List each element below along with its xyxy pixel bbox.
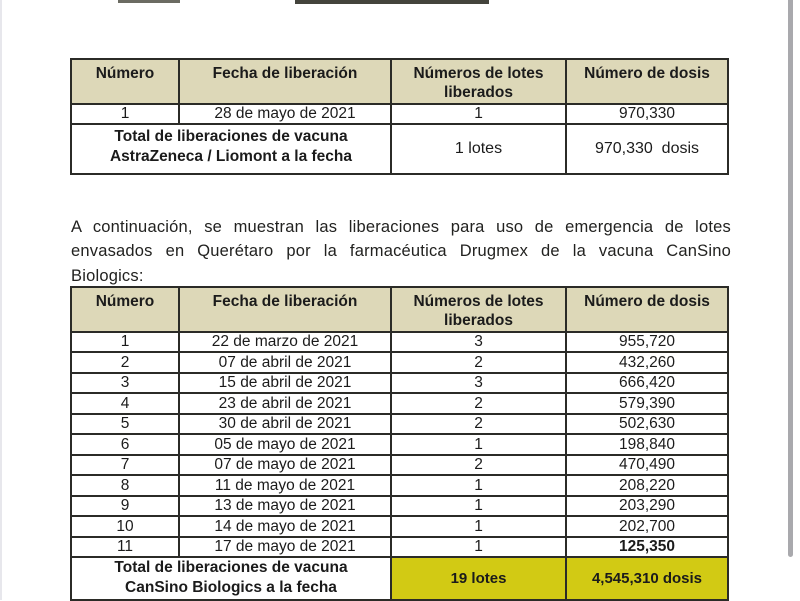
cell-fecha: 23 de abril de 2021 [178, 392, 392, 415]
cell-dosis: 198,840 [565, 433, 729, 456]
cell-lotes: 1 [390, 535, 567, 559]
total-label-line2: AstraZeneca / Liomont a la fecha [109, 147, 353, 165]
cell-fecha: 15 de abril de 2021 [178, 371, 392, 395]
cell-numero: 10 [70, 515, 180, 538]
cell-numero: 9 [70, 494, 180, 518]
cell-lotes: 1 [390, 433, 567, 456]
cell-dosis: 125,350 [565, 535, 729, 559]
header-fecha: Fecha de liberación [178, 286, 392, 333]
header-dosis: Número de dosis [565, 286, 729, 333]
cell-fecha: 07 de abril de 2021 [178, 351, 392, 374]
cell-fecha: 28 de mayo de 2021 [178, 102, 392, 125]
table-row: 10 14 de mayo de 2021 1 202,700 [70, 515, 729, 538]
cell-numero: 3 [70, 371, 180, 395]
cell-fecha: 11 de mayo de 2021 [178, 474, 392, 497]
table-total-row: Total de liberaciones de vacuna AstraZen… [70, 122, 729, 175]
cell-numero: 6 [70, 433, 180, 456]
total-lotes: 1 lotes [390, 122, 567, 175]
cell-dosis: 666,420 [565, 371, 729, 395]
cell-fecha: 22 de marzo de 2021 [178, 330, 392, 354]
header-lotes: Números de lotes liberados [390, 58, 567, 105]
header-dosis: Número de dosis [565, 58, 729, 105]
header-numero: Número [70, 58, 180, 105]
table-row: 4 23 de abril de 2021 2 579,390 [70, 392, 729, 415]
cell-fecha: 14 de mayo de 2021 [178, 515, 392, 538]
table-row: 1 28 de mayo de 2021 1 970,330 [70, 102, 729, 125]
cell-lotes: 3 [390, 330, 567, 354]
cell-numero: 8 [70, 474, 180, 497]
cell-dosis: 470,490 [565, 453, 729, 477]
cell-lotes: 1 [390, 102, 567, 125]
cell-lotes: 1 [390, 494, 567, 518]
cell-dosis: 579,390 [565, 392, 729, 415]
table-row: 8 11 de mayo de 2021 1 208,220 [70, 474, 729, 497]
table-header-row: Número Fecha de liberación Números de lo… [70, 286, 729, 333]
cropped-text-remnant [295, 0, 489, 4]
header-numero: Número [70, 286, 180, 333]
cell-fecha: 13 de mayo de 2021 [178, 494, 392, 518]
cell-lotes: 3 [390, 371, 567, 395]
cell-numero: 1 [70, 102, 180, 125]
intro-paragraph: A continuación, se muestran las liberaci… [71, 217, 731, 285]
table-row: 6 05 de mayo de 2021 1 198,840 [70, 433, 729, 456]
cell-dosis: 432,260 [565, 351, 729, 374]
cell-dosis: 970,330 [565, 102, 729, 125]
total-label: Total de liberaciones de vacuna CanSino … [70, 556, 392, 601]
table-row: 7 07 de mayo de 2021 2 470,490 [70, 453, 729, 477]
cell-numero: 7 [70, 453, 180, 477]
total-label-line1: Total de liberaciones de vacuna [114, 127, 348, 145]
cell-lotes: 2 [390, 453, 567, 477]
cell-numero: 2 [70, 351, 180, 374]
cropped-text-remnant [118, 0, 180, 3]
cell-fecha: 17 de mayo de 2021 [178, 535, 392, 559]
cell-numero: 5 [70, 412, 180, 436]
cell-fecha: 07 de mayo de 2021 [178, 453, 392, 477]
total-dosis: 4,545,310 dosis [565, 556, 729, 601]
header-fecha: Fecha de liberación [178, 58, 392, 105]
cell-lotes: 1 [390, 515, 567, 538]
table-row: 1 22 de marzo de 2021 3 955,720 [70, 330, 729, 354]
table-cansino: Número Fecha de liberación Números de lo… [70, 286, 729, 601]
table-row: 3 15 de abril de 2021 3 666,420 [70, 371, 729, 395]
cell-numero: 4 [70, 392, 180, 415]
cell-dosis: 502,630 [565, 412, 729, 436]
cell-dosis: 208,220 [565, 474, 729, 497]
total-label: Total de liberaciones de vacuna AstraZen… [70, 122, 392, 175]
total-dosis: 970,330 dosis [565, 122, 729, 175]
cell-numero: 1 [70, 330, 180, 354]
table-total-row: Total de liberaciones de vacuna CanSino … [70, 556, 729, 601]
cell-dosis: 203,290 [565, 494, 729, 518]
cell-lotes: 1 [390, 474, 567, 497]
table-row: 9 13 de mayo de 2021 1 203,290 [70, 494, 729, 518]
total-label-line1: Total de liberaciones de vacuna [114, 559, 348, 577]
table-row: 11 17 de mayo de 2021 1 125,350 [70, 535, 729, 559]
page-edge [0, 0, 2, 600]
cell-dosis: 202,700 [565, 515, 729, 538]
cell-dosis: 955,720 [565, 330, 729, 354]
table-row: 2 07 de abril de 2021 2 432,260 [70, 351, 729, 374]
total-label-line2: CanSino Biologics a la fecha [125, 579, 337, 597]
cell-fecha: 05 de mayo de 2021 [178, 433, 392, 456]
cell-lotes: 2 [390, 392, 567, 415]
cell-lotes: 2 [390, 351, 567, 374]
scrollbar-thumb[interactable] [788, 0, 793, 557]
header-lotes: Números de lotes liberados [390, 286, 567, 333]
total-lotes: 19 lotes [390, 556, 567, 601]
table-row: 5 30 de abril de 2021 2 502,630 [70, 412, 729, 436]
cell-fecha: 30 de abril de 2021 [178, 412, 392, 436]
table-astrazeneca: Número Fecha de liberación Números de lo… [70, 58, 729, 175]
cell-numero: 11 [70, 535, 180, 559]
table-header-row: Número Fecha de liberación Números de lo… [70, 58, 729, 105]
cell-lotes: 2 [390, 412, 567, 436]
